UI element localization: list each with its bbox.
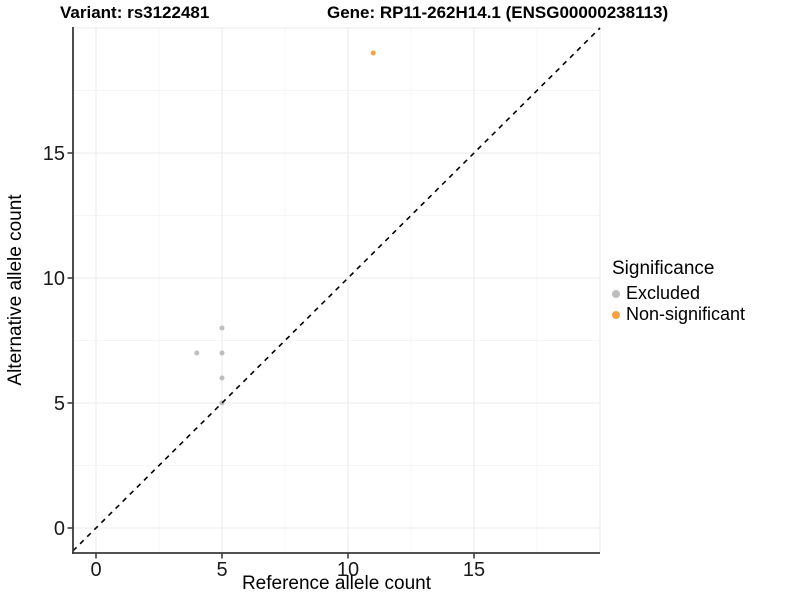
legend-item-excluded: Excluded <box>612 283 745 304</box>
legend-item-non-significant: Non-significant <box>612 304 745 325</box>
x-tick-label: 5 <box>216 559 227 581</box>
plot-title-gene: Gene: RP11-262H14.1 (ENSG00000238113) <box>327 3 669 22</box>
x-tick-label: 15 <box>463 559 485 581</box>
excluded-dot-icon <box>612 289 620 298</box>
x-tick-label: 10 <box>337 559 359 581</box>
legend: Significance Excluded Non-significant <box>612 258 745 325</box>
data-point-excluded <box>194 350 200 356</box>
data-point-excluded <box>219 350 225 356</box>
y-tick-label: 0 <box>54 518 65 540</box>
x-tick-label: 0 <box>90 559 101 581</box>
data-point-excluded <box>219 325 225 331</box>
x-axis-label: Reference allele count <box>241 573 432 594</box>
y-tick-label: 15 <box>43 143 65 165</box>
legend-title: Significance <box>612 258 715 279</box>
identity-line <box>72 27 601 552</box>
y-tick-label: 5 <box>54 393 65 415</box>
plot-title-variant: Variant: rs3122481 <box>60 3 210 22</box>
legend-label-excluded: Excluded <box>626 283 701 303</box>
legend-label-non-significant: Non-significant <box>626 304 746 324</box>
y-tick-label: 10 <box>43 268 65 290</box>
data-point-excluded <box>219 375 225 381</box>
data-point-non-significant <box>370 50 376 56</box>
non-significant-dot-icon <box>612 310 620 319</box>
